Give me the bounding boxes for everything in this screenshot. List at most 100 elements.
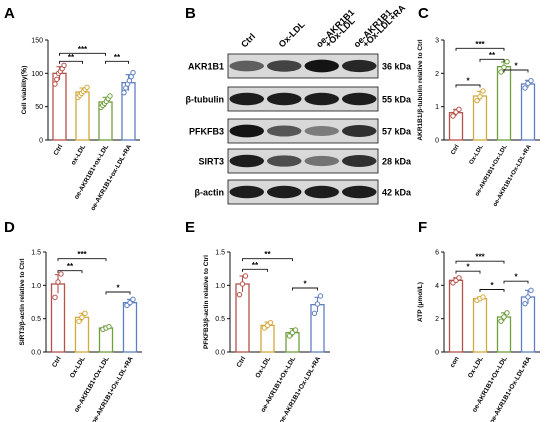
panel-letter-f: F xyxy=(418,219,427,236)
data-point xyxy=(239,281,246,287)
significance-bracket xyxy=(292,287,318,291)
blot-band xyxy=(342,125,377,137)
significance-bracket xyxy=(57,270,83,274)
bar xyxy=(472,298,488,353)
significance-label: * xyxy=(514,62,518,71)
significance-label: * xyxy=(303,280,307,289)
y-tick-label: 4 xyxy=(435,283,439,290)
blot-band xyxy=(342,92,377,106)
molecular-weight-label: 36 kDa xyxy=(382,62,412,72)
y-tick-label: 1 xyxy=(435,104,439,111)
panel-letter-d: D xyxy=(4,219,15,236)
x-tick-label: ox-LDL xyxy=(70,143,87,166)
significance-label: ** xyxy=(264,250,271,259)
y-tick-label: 0.5 xyxy=(215,316,225,323)
y-tick-label: 0 xyxy=(435,350,439,357)
significance-bracket xyxy=(503,69,529,73)
bar xyxy=(520,83,536,141)
x-tick-label: Ox-LDL xyxy=(254,355,272,379)
data-point xyxy=(236,291,243,298)
data-point xyxy=(130,296,136,303)
molecular-weight-label: 55 kDa xyxy=(382,95,412,105)
protein-label: β-tubulin xyxy=(186,95,224,105)
significance-label: *** xyxy=(475,253,485,262)
data-point xyxy=(522,85,528,91)
significance-bracket xyxy=(455,47,505,51)
data-point xyxy=(525,294,531,300)
y-tick-label: 1.5 xyxy=(31,250,41,257)
data-point xyxy=(317,293,324,299)
significance-bracket xyxy=(242,268,268,272)
data-point xyxy=(456,106,462,113)
chart-panel-a: 0 50 100 150 Cell viability(％) Ctrl ox-LDLoe-A… xyxy=(20,38,140,212)
data-point xyxy=(52,81,58,87)
lane-label-1: Ctrl xyxy=(239,31,257,49)
y-tick-label: 50 xyxy=(35,104,43,111)
data-point xyxy=(504,310,510,316)
x-tick-label: con xyxy=(449,355,461,369)
data-point xyxy=(84,84,90,91)
significance-label: * xyxy=(466,77,470,86)
significance-bracket xyxy=(479,289,505,292)
blot-band xyxy=(229,185,264,199)
y-tick-label: 0 xyxy=(435,138,439,145)
data-point xyxy=(106,323,112,330)
data-point xyxy=(55,279,61,285)
blot-band xyxy=(267,92,302,106)
data-point xyxy=(314,301,321,307)
data-point xyxy=(107,93,113,99)
significance-bracket xyxy=(455,84,481,88)
significance-label: *** xyxy=(78,45,88,54)
significance-label: * xyxy=(116,284,120,293)
significance-label: * xyxy=(514,273,518,282)
data-point xyxy=(54,76,60,83)
data-point xyxy=(79,314,85,321)
x-tick-label: Ctrl xyxy=(53,143,65,156)
protein-label: SIRT3 xyxy=(198,157,224,167)
data-point xyxy=(450,113,456,119)
x-tick-label: Ox-LDL xyxy=(467,355,485,379)
bar xyxy=(122,302,138,353)
x-tick-label: oe-AKR1B1+Ox-LDL+RA xyxy=(91,355,135,422)
chart-panel-f: 0 2 4 6 ATP (μmol/L) con Ox-LDLoe-AKR1B1+Ox-LD… xyxy=(417,250,540,422)
chart-panel-c: 0 1 2 3 AKR1B1/β-tubulin relative to Ctrl Ctr… xyxy=(417,38,540,208)
chart-panel-d: 0.0 0.5 1.0 1.5 SIRT3/β-actin relative to Ct… xyxy=(19,250,142,422)
data-point xyxy=(501,314,507,320)
bar xyxy=(496,66,512,141)
x-tick-label: oe-AKR1B1+ox-LDL+RA xyxy=(90,143,134,212)
data-point xyxy=(267,319,274,326)
bar xyxy=(50,283,66,353)
x-tick-label: Ctrl xyxy=(450,144,461,156)
data-point xyxy=(477,93,483,100)
significance-label: *** xyxy=(475,40,485,49)
y-tick-label: 1.0 xyxy=(215,283,225,290)
data-point xyxy=(52,294,58,301)
blot-band xyxy=(267,125,302,137)
blot-band xyxy=(304,185,339,199)
molecular-weight-label: 42 kDa xyxy=(382,188,412,198)
blot-band xyxy=(342,155,377,167)
significance-bracket xyxy=(242,258,293,262)
panel-letter-a: A xyxy=(4,5,15,22)
y-tick-label: 0 xyxy=(39,138,43,145)
data-point xyxy=(474,97,480,104)
data-point xyxy=(286,333,293,339)
y-tick-label: 3 xyxy=(435,38,439,45)
data-point xyxy=(76,318,82,325)
significance-bracket xyxy=(57,258,107,262)
panel-letter-b: B xyxy=(185,5,196,22)
y-tick-label: 6 xyxy=(435,250,439,257)
significance-bracket xyxy=(59,60,83,64)
significance-label: ** xyxy=(68,53,75,62)
y-tick-label: 1.0 xyxy=(31,283,41,290)
data-point xyxy=(456,275,462,281)
blot-band xyxy=(342,59,377,73)
western-blot-panel: Ctrl Ox-LDL oe-AKR1B1+Ox-LDLoe-AKR1B1+Ox-L… xyxy=(186,2,412,205)
significance-label: * xyxy=(466,263,470,272)
y-axis-label: ATP (μmol/L) xyxy=(417,282,424,322)
data-point xyxy=(130,69,136,76)
blot-band xyxy=(342,185,377,199)
y-tick-label: 1.5 xyxy=(215,250,225,257)
data-point xyxy=(82,310,88,317)
significance-label: * xyxy=(490,281,494,290)
